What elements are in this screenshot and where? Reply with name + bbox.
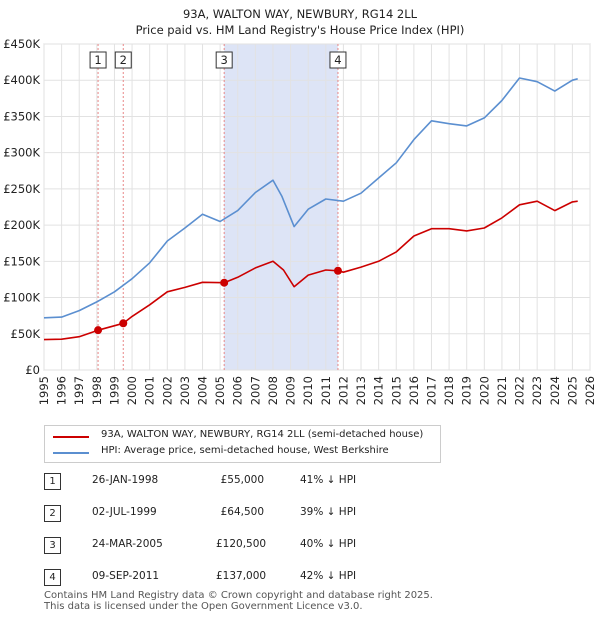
y-tick-label: £250K: [3, 182, 40, 196]
x-tick-label: 2022: [513, 376, 527, 405]
y-tick-label: £100K: [3, 291, 40, 305]
sale-date: 09-SEP-2011: [92, 570, 160, 582]
y-tick-label: £350K: [3, 109, 40, 123]
legend-swatch-hpi: [53, 452, 89, 454]
x-tick-label: 2025: [565, 376, 579, 405]
x-tick-label: 2008: [266, 376, 280, 405]
price-paid-series-line: [43, 200, 578, 341]
x-tick-label: 2018: [442, 376, 456, 405]
sale-date: 02-JUL-1999: [92, 506, 157, 518]
sale-hpi-diff: 41% ↓ HPI: [300, 474, 357, 486]
legend-item-hpi: HPI: Average price, semi-detached house,…: [45, 445, 440, 461]
sale-number-label: 3: [221, 53, 228, 67]
sale-number-badge: 3: [44, 537, 61, 554]
x-tick-label: 2000: [125, 376, 139, 405]
sale-price: £137,000: [216, 570, 267, 582]
price-chart: 93A, WALTON WAY, NEWBURY, RG14 2LL Price…: [3, 7, 597, 405]
legend-item-price: 93A, WALTON WAY, NEWBURY, RG14 2LL (semi…: [45, 429, 440, 445]
legend: 93A, WALTON WAY, NEWBURY, RG14 2LL (semi…: [44, 425, 441, 463]
sale-price: £120,500: [216, 538, 267, 550]
x-tick-label: 2016: [407, 376, 421, 405]
footer-licence: This data is licensed under the Open Gov…: [44, 601, 363, 612]
x-tick-label: 2009: [284, 376, 298, 405]
x-tick-label: 2021: [495, 376, 509, 405]
sale-point: [333, 266, 342, 275]
chart-title-line2: Price paid vs. HM Land Registry's House …: [136, 23, 465, 37]
sale-number-label: 1: [94, 53, 101, 67]
table-row: 2 02-JUL-1999 £64,500 39% ↓ HPI: [44, 504, 444, 524]
x-tick-label: 2006: [231, 376, 245, 405]
sale-point: [94, 326, 103, 335]
sale-number-box: [114, 51, 132, 69]
sale-number-box: [329, 51, 347, 69]
x-tick-label: 2013: [354, 376, 368, 405]
sale-price: £55,000: [220, 474, 264, 486]
x-tick-label: 2011: [319, 376, 333, 405]
table-row: 1 26-JAN-1998 £55,000 41% ↓ HPI: [44, 472, 444, 492]
x-tick-label: 2017: [424, 376, 438, 405]
legend-swatch-price: [53, 436, 89, 438]
x-tick-label: 2010: [301, 376, 315, 405]
x-tick-label: 2026: [583, 376, 597, 405]
sale-date: 26-JAN-1998: [92, 474, 159, 486]
sale-number-box: [89, 51, 107, 69]
sale-number-badge: 2: [44, 505, 61, 522]
x-tick-label: 2005: [213, 376, 227, 405]
sale-point: [119, 319, 128, 328]
sale-price: £64,500: [220, 506, 264, 518]
y-tick-label: £0: [25, 363, 40, 377]
x-tick-label: 2023: [530, 376, 544, 405]
x-tick-label: 1999: [107, 376, 121, 405]
x-tick-label: 2002: [160, 376, 174, 405]
x-tick-label: 2015: [389, 376, 403, 405]
sale-point: [220, 278, 229, 287]
x-tick-label: 2007: [248, 376, 262, 405]
y-tick-label: £300K: [3, 146, 40, 160]
sale-number-badge: 1: [44, 473, 61, 490]
y-tick-label: £400K: [3, 73, 40, 87]
x-tick-label: 2004: [196, 376, 210, 405]
sale-hpi-diff: 39% ↓ HPI: [300, 506, 357, 518]
footer-copyright: Contains HM Land Registry data © Crown c…: [44, 590, 433, 601]
sale-hpi-diff: 42% ↓ HPI: [300, 570, 357, 582]
y-tick-label: £200K: [3, 218, 40, 232]
x-tick-label: 2012: [336, 376, 350, 405]
sale-number-badge: 4: [44, 569, 61, 586]
x-tick-label: 2020: [477, 376, 491, 405]
sale-hpi-diff: 40% ↓ HPI: [300, 538, 357, 550]
x-tick-label: 2014: [372, 376, 386, 405]
chart-title-line1: 93A, WALTON WAY, NEWBURY, RG14 2LL: [183, 7, 418, 21]
sale-number-box: [215, 51, 233, 69]
table-row: 4 09-SEP-2011 £137,000 42% ↓ HPI: [44, 568, 444, 588]
legend-label-price: 93A, WALTON WAY, NEWBURY, RG14 2LL (semi…: [101, 429, 424, 440]
x-tick-label: 1996: [55, 376, 69, 405]
footer: Contains HM Land Registry data © Crown c…: [44, 590, 433, 612]
legend-label-hpi: HPI: Average price, semi-detached house,…: [101, 445, 389, 456]
table-row: 3 24-MAR-2005 £120,500 40% ↓ HPI: [44, 536, 444, 556]
x-tick-label: 2019: [460, 376, 474, 405]
y-tick-label: £50K: [11, 327, 41, 341]
y-tick-label: £450K: [3, 37, 40, 51]
sale-number-label: 2: [120, 53, 127, 67]
x-tick-label: 2001: [143, 376, 157, 405]
hpi-series-line: [43, 77, 578, 319]
x-tick-label: 2024: [548, 376, 562, 405]
sale-date: 24-MAR-2005: [92, 538, 163, 550]
x-tick-label: 1997: [72, 376, 86, 405]
sale-number-label: 4: [334, 53, 341, 67]
y-tick-label: £150K: [3, 254, 40, 268]
x-tick-label: 1998: [90, 376, 104, 405]
x-tick-label: 2003: [178, 376, 192, 405]
x-tick-label: 1995: [37, 376, 51, 405]
ownership-shade: [224, 44, 338, 370]
